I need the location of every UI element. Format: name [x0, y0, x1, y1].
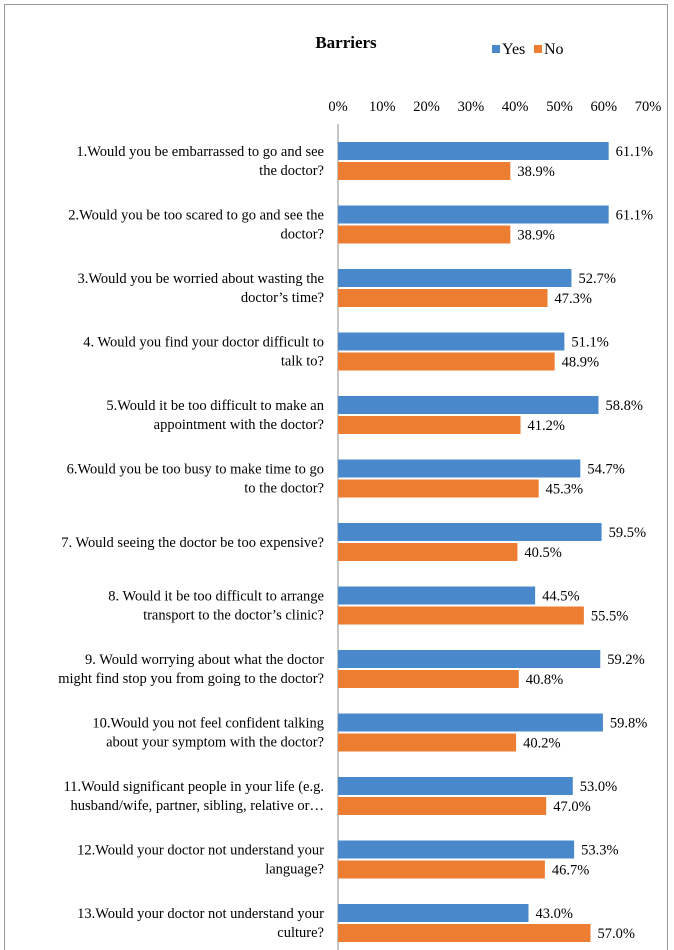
- bar-no: [338, 860, 545, 879]
- data-label-yes: 59.8%: [610, 716, 647, 732]
- data-label-yes: 54.7%: [587, 462, 624, 478]
- category-label: 12.Would your doctor not understand your…: [77, 843, 324, 878]
- data-label-yes: 53.0%: [580, 779, 617, 795]
- legend: Yes No: [492, 41, 564, 58]
- x-tick-label: 60%: [591, 99, 618, 115]
- bar-yes: [338, 205, 609, 224]
- data-label-no: 40.5%: [524, 545, 561, 561]
- category-labels: 1.Would you be embarrassed to go and see…: [58, 144, 325, 941]
- bar-no: [338, 670, 519, 688]
- bar-yes: [338, 904, 529, 922]
- data-label-yes: 61.1%: [616, 208, 653, 224]
- x-tick-label: 20%: [413, 99, 440, 115]
- bar-yes: [338, 713, 603, 732]
- data-label-no: 40.8%: [526, 672, 563, 688]
- data-labels: 61.1% 38.9% 61.1% 38.9% 52.7% 47.3% 51.1% 48.9%…: [517, 144, 653, 942]
- category-label: 11.Would significant people in your life…: [64, 779, 324, 814]
- data-label-yes: 52.7%: [578, 271, 615, 287]
- bar-yes: [338, 269, 572, 287]
- chart-frame: [4, 4, 668, 950]
- category-label: 5.Would it be too difficult to make an ap…: [106, 398, 324, 433]
- data-label-no: 55.5%: [591, 609, 628, 625]
- category-label: 3.Would you be worried about wasting the…: [78, 271, 325, 306]
- bar-yes: [338, 777, 573, 795]
- bar-yes: [338, 523, 602, 541]
- bar-yes: [338, 586, 536, 605]
- data-label-no: 48.9%: [562, 355, 599, 371]
- x-tick-label: 30%: [458, 99, 485, 115]
- bar-no: [338, 416, 521, 434]
- legend-swatch-yes: [492, 45, 500, 53]
- bar-no: [338, 606, 584, 625]
- data-label-yes: 51.1%: [571, 335, 608, 351]
- x-tick-label: 50%: [546, 99, 573, 115]
- category-label: 1.Would you be embarrassed to go and see…: [76, 144, 324, 179]
- category-label: 13.Would your doctor not understand your…: [77, 906, 324, 941]
- data-label-no: 47.0%: [553, 799, 590, 815]
- x-axis-ticks: 0% 10% 20% 30% 40% 50% 60% 70%: [328, 99, 661, 115]
- data-label-no: 38.9%: [517, 228, 554, 244]
- category-label: 8. Would it be too difficult to arrange t…: [108, 589, 324, 624]
- data-label-no: 45.3%: [546, 482, 583, 498]
- data-label-no: 38.9%: [517, 164, 554, 180]
- x-tick-label: 10%: [369, 99, 396, 115]
- chart-title: Barriers: [315, 33, 377, 52]
- data-label-no: 47.3%: [555, 291, 592, 307]
- bar-yes: [338, 840, 575, 859]
- bar-yes: [338, 332, 565, 351]
- bar-yes: [338, 142, 609, 160]
- bar-no: [338, 543, 518, 561]
- data-label-yes: 61.1%: [616, 144, 653, 160]
- legend-label-yes: Yes: [502, 41, 525, 58]
- bar-no: [338, 733, 517, 752]
- bar-no: [338, 289, 548, 307]
- category-label: 4. Would you find your doctor difficult …: [83, 335, 324, 370]
- bar-no: [338, 352, 555, 371]
- bar-no: [338, 225, 511, 244]
- legend-swatch-no: [534, 45, 542, 53]
- data-label-yes: 53.3%: [581, 843, 618, 859]
- bar-no: [338, 162, 511, 180]
- category-label: 9. Would worrying about what the doctor m…: [58, 652, 324, 687]
- data-label-yes: 59.2%: [607, 652, 644, 668]
- category-label: 10.Would you not feel confident talking a…: [92, 716, 324, 751]
- data-label-no: 46.7%: [552, 863, 589, 879]
- bar-no: [338, 479, 539, 498]
- category-label: 7. Would seeing the doctor be too expens…: [61, 535, 324, 551]
- bar-yes: [338, 396, 599, 414]
- bar-no: [338, 797, 547, 815]
- data-label-yes: 58.8%: [605, 398, 642, 414]
- data-label-yes: 59.5%: [609, 525, 646, 541]
- bars: [338, 142, 609, 942]
- data-label-no: 41.2%: [528, 418, 565, 434]
- data-label-no: 57.0%: [598, 926, 635, 942]
- bar-yes: [338, 459, 581, 478]
- x-tick-label: 40%: [502, 99, 529, 115]
- data-label-no: 40.2%: [523, 736, 560, 752]
- bar-no: [338, 924, 591, 942]
- data-label-yes: 43.0%: [535, 906, 572, 922]
- data-label-yes: 44.5%: [542, 589, 579, 605]
- x-tick-label: 70%: [635, 99, 662, 115]
- category-label: 2.Would you be too scared to go and see …: [68, 208, 324, 243]
- bar-yes: [338, 650, 601, 668]
- legend-label-no: No: [544, 41, 564, 58]
- x-tick-label: 0%: [328, 99, 347, 115]
- category-label: 6.Would you be too busy to make time to …: [67, 462, 324, 497]
